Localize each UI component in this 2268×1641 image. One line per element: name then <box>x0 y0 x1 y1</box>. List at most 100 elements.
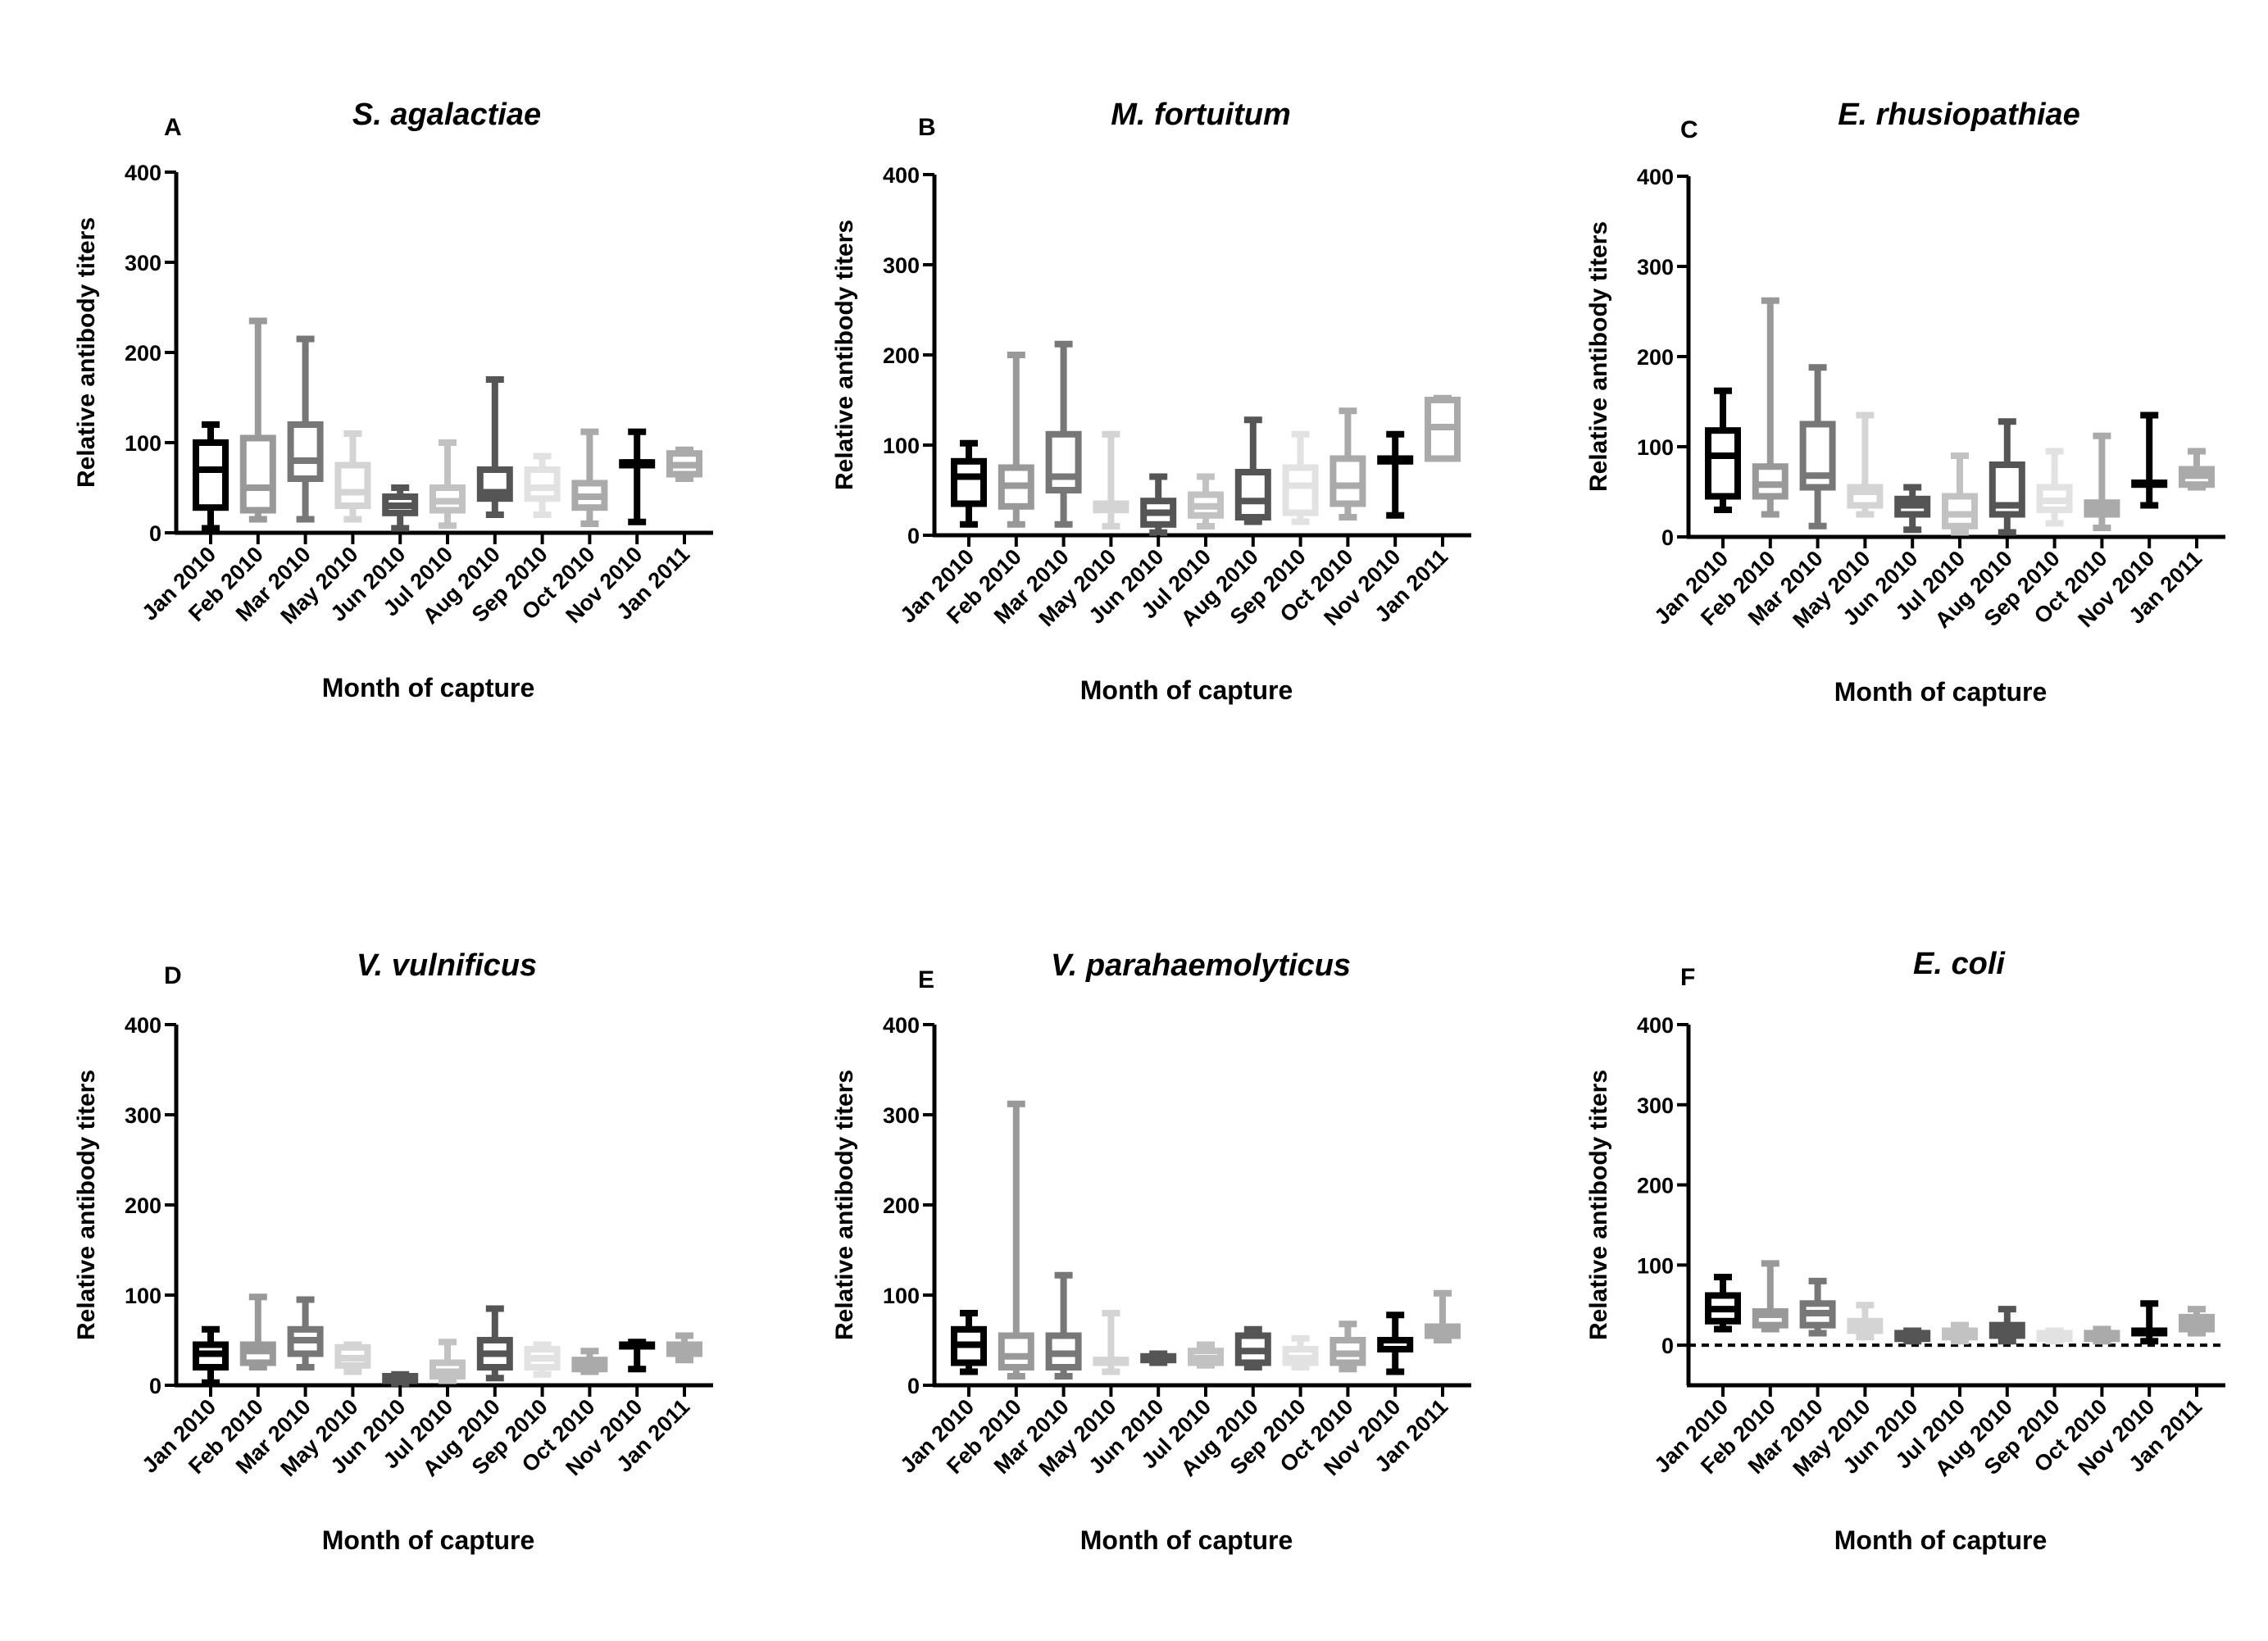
box-2 <box>1045 340 1082 528</box>
y-axis-label: Relative antibody titers <box>831 1070 858 1340</box>
box-5 <box>1942 452 1978 536</box>
panel-letter: F <box>1680 964 1695 991</box>
box-4 <box>1140 473 1177 536</box>
box-6 <box>1234 416 1271 525</box>
box-3 <box>1847 411 1884 518</box>
box-1 <box>998 1100 1034 1380</box>
y-tick-label: 300 <box>883 253 920 278</box>
box-iqr <box>1234 469 1271 520</box>
box-2 <box>1799 364 1836 530</box>
x-axis-label: Month of capture <box>1080 1525 1293 1555</box>
y-tick-label: 400 <box>1637 1013 1674 1038</box>
box-7 <box>2036 448 2073 527</box>
box-iqr <box>1045 430 1082 493</box>
x-axis-label: Month of capture <box>1080 675 1293 705</box>
box-3 <box>334 1341 371 1375</box>
y-tick-label: 100 <box>1637 1253 1674 1278</box>
box-8 <box>571 1348 608 1375</box>
panel-e: E V. parahaemolyticus 0 100 200 300 400 Relativ… <box>831 948 1471 1555</box>
y-tick-label: 0 <box>1661 1334 1674 1358</box>
y-tick-label: 100 <box>1637 435 1674 460</box>
box-iqr <box>524 466 561 502</box>
box-iqr <box>287 421 324 482</box>
y-tick-label: 200 <box>1637 1174 1674 1198</box>
panel-title: E. rhusiopathiae <box>1838 98 2080 132</box>
box-7 <box>2036 1327 2073 1345</box>
y-tick-label: 0 <box>149 521 161 546</box>
panel-letter: D <box>164 962 182 989</box>
y-axis-label: Relative antibody titers <box>73 217 100 488</box>
y-tick-label: 100 <box>125 1284 161 1308</box>
panel-f: F E. coli 0 100 200 300 400 Relative antibody t… <box>1585 947 2225 1555</box>
y-tick-label: 100 <box>883 434 920 458</box>
panel-a: A S. agalactiae 0 100 200 300 400 Relative anti… <box>73 98 713 702</box>
box-0 <box>193 1325 229 1386</box>
panel-title: M. fortuitum <box>1111 98 1291 132</box>
box-6 <box>476 1305 513 1382</box>
box-0 <box>951 1310 987 1375</box>
box-4 <box>382 484 419 532</box>
box-3 <box>1847 1302 1884 1341</box>
y-tick-label: 200 <box>125 1193 161 1218</box>
panel-title: V. vulnificus <box>357 948 537 983</box>
box-10 <box>2179 1306 2215 1337</box>
box-1 <box>1752 1260 1788 1333</box>
y-tick-label: 400 <box>883 1013 920 1038</box>
panel-title: S. agalactiae <box>352 98 541 132</box>
box-10 <box>1425 394 1461 462</box>
panel-b: B M. fortuitum 0 100 200 300 400 Relative antib… <box>831 98 1471 705</box>
box-10 <box>2179 448 2215 491</box>
box-1 <box>239 317 276 523</box>
box-9 <box>619 1339 656 1373</box>
y-tick-label: 200 <box>883 343 920 368</box>
box-7 <box>524 452 561 518</box>
y-axis-label: Relative antibody titers <box>1585 1070 1612 1340</box>
box-2 <box>287 1296 324 1371</box>
box-5 <box>1942 1321 1978 1345</box>
box-1 <box>1752 297 1788 518</box>
y-axis-label: Relative antibody titers <box>1585 221 1612 492</box>
box-5 <box>1188 473 1224 530</box>
box-3 <box>1093 430 1129 530</box>
box-6 <box>1988 418 2025 536</box>
box-iqr <box>998 1332 1034 1371</box>
box-8 <box>571 428 608 527</box>
y-tick-label: 200 <box>1637 345 1674 370</box>
box-3 <box>1093 1310 1129 1375</box>
box-2 <box>287 335 324 523</box>
box-iqr <box>1705 427 1741 500</box>
y-tick-label: 400 <box>125 1013 161 1038</box>
y-tick-label: 300 <box>883 1103 920 1128</box>
y-tick-label: 0 <box>907 1374 920 1398</box>
box-iqr <box>334 461 371 509</box>
panel-letter: A <box>164 114 182 141</box>
y-tick-label: 0 <box>149 1374 161 1398</box>
x-axis-label: Month of capture <box>1834 1525 2048 1555</box>
box-iqr <box>193 439 229 511</box>
box-0 <box>1705 387 1741 513</box>
box-8 <box>2084 432 2120 531</box>
box-4 <box>1894 1327 1931 1345</box>
x-axis-label: Month of capture <box>1834 677 2048 707</box>
box-iqr <box>951 457 987 507</box>
panel-letter: B <box>918 114 936 141</box>
box-2 <box>1799 1277 1836 1337</box>
y-tick-label: 400 <box>1637 165 1674 189</box>
y-tick-label: 300 <box>125 251 161 275</box>
x-axis-label: Month of capture <box>322 673 535 702</box>
box-10 <box>666 446 702 482</box>
box-iqr <box>239 434 276 514</box>
box-7 <box>524 1341 561 1378</box>
y-tick-label: 100 <box>125 431 161 456</box>
y-tick-label: 300 <box>1637 1093 1674 1118</box>
box-10 <box>1425 1289 1461 1343</box>
box-4 <box>1894 484 1931 534</box>
box-9 <box>619 428 656 525</box>
box-iqr <box>1329 455 1366 507</box>
box-6 <box>476 376 513 518</box>
box-9 <box>1377 1311 1414 1375</box>
panel-letter: E <box>918 966 934 993</box>
box-9 <box>2131 1300 2168 1345</box>
y-tick-label: 200 <box>125 341 161 366</box>
box-4 <box>1140 1350 1177 1366</box>
